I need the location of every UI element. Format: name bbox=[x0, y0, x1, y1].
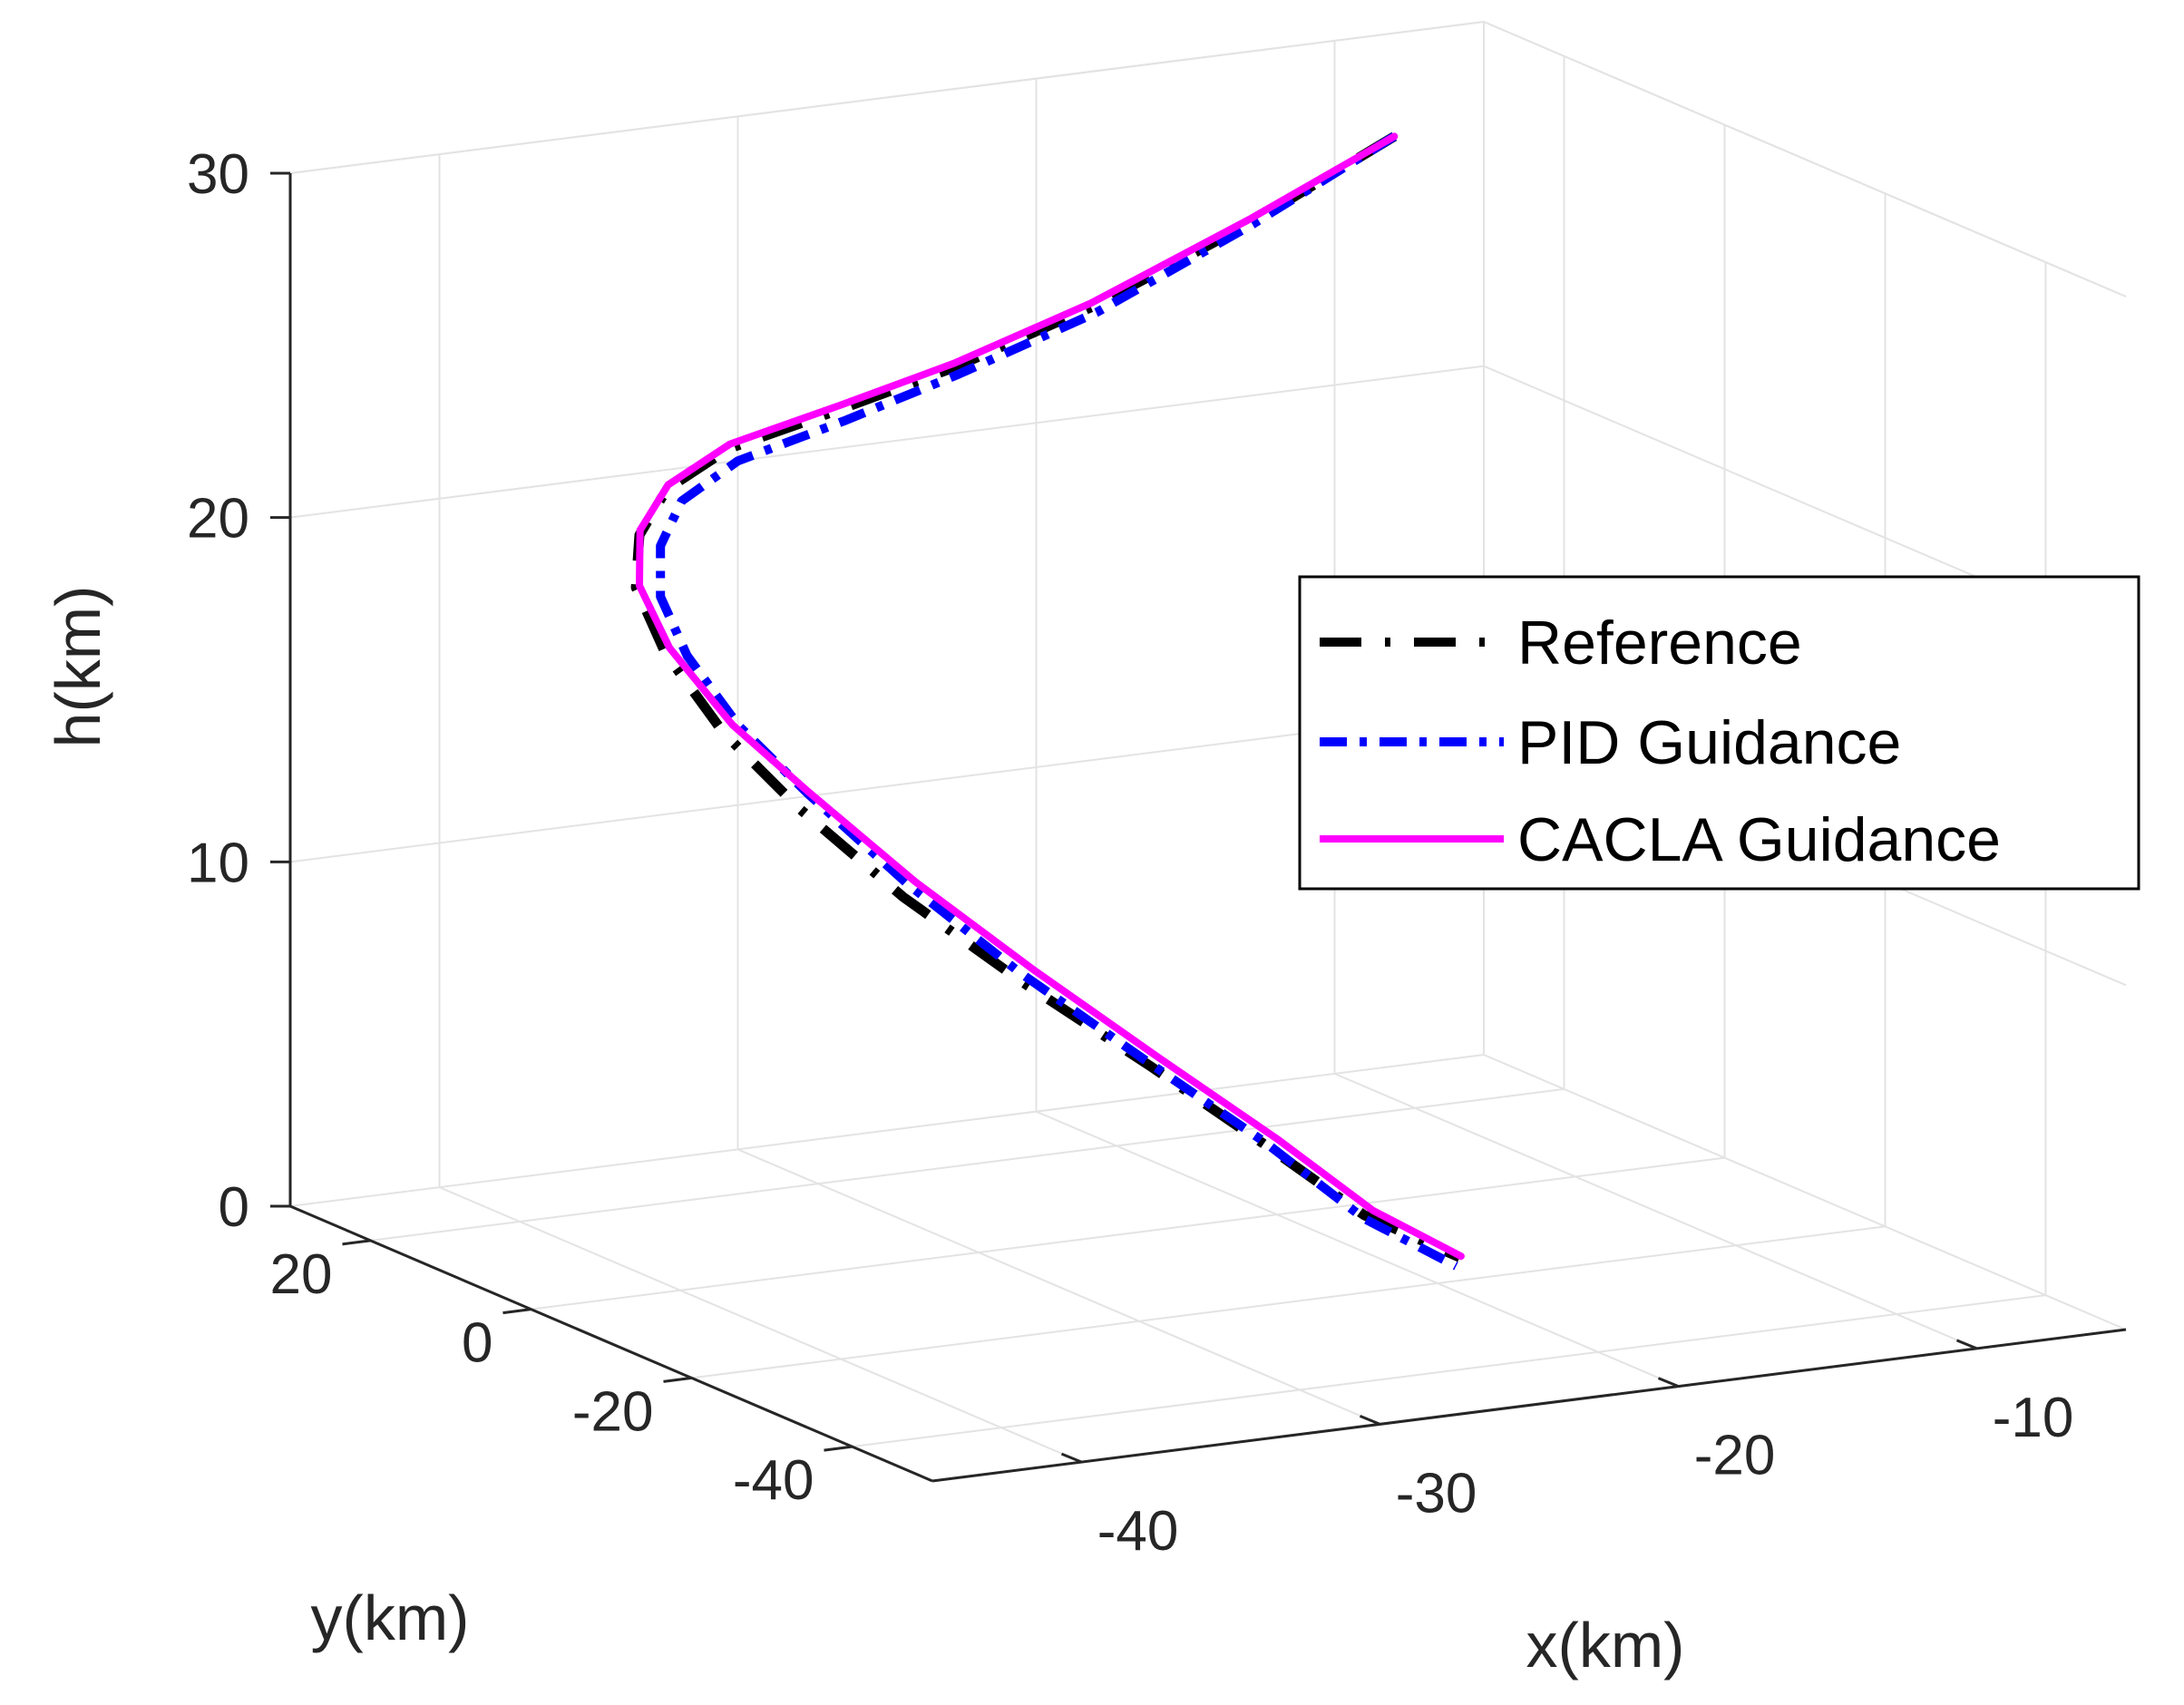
y-tick-mark bbox=[502, 1308, 531, 1315]
x-tick-mark bbox=[1955, 1339, 1978, 1350]
legend-label-pid-guidance: PID Guidance bbox=[1517, 708, 1901, 777]
x-tick-label: -30 bbox=[1396, 1462, 1477, 1525]
floor-grid-x bbox=[737, 1148, 1380, 1426]
x-tick-label: -20 bbox=[1694, 1425, 1776, 1487]
y-tick-mark bbox=[342, 1239, 371, 1246]
series-reference bbox=[630, 132, 1462, 1262]
x-tick-mark bbox=[1657, 1377, 1680, 1388]
legend: Reference PID Guidance CACLA Guidance bbox=[1298, 575, 2140, 891]
z-axis-label: h(km) bbox=[43, 586, 113, 748]
side-wall-grid-z bbox=[1483, 1054, 2127, 1330]
y-axis-label: y(km) bbox=[311, 1583, 470, 1653]
floor-grid-y bbox=[531, 1156, 1725, 1310]
floor-grid-x bbox=[1334, 1072, 1977, 1349]
floor-grid-x bbox=[439, 1186, 1082, 1464]
x-tick-label: -10 bbox=[1993, 1387, 2074, 1449]
z-tick-label: 20 bbox=[187, 488, 249, 550]
x-axis-label: x(km) bbox=[1526, 1610, 1685, 1681]
floor-grid-y bbox=[370, 1087, 1565, 1242]
y-tick-mark bbox=[824, 1445, 853, 1452]
z-tick-label: 10 bbox=[187, 832, 249, 894]
back-wall-grid-z bbox=[289, 365, 1485, 519]
series-cacla-guidance bbox=[636, 132, 1465, 1261]
x-tick-mark bbox=[1060, 1452, 1083, 1464]
back-wall-top-edge bbox=[289, 21, 1485, 174]
x-tick-mark bbox=[1359, 1414, 1381, 1426]
axis-layer bbox=[270, 171, 2127, 1483]
floor-grid-y bbox=[852, 1294, 2046, 1448]
y-tick-mark bbox=[663, 1376, 692, 1383]
legend-label-reference: Reference bbox=[1517, 609, 1802, 677]
z-tick-label: 0 bbox=[219, 1176, 249, 1239]
legend-label-cacla-guidance: CACLA Guidance bbox=[1517, 805, 2001, 874]
series-layer bbox=[630, 132, 1465, 1271]
y-tick-label: 0 bbox=[462, 1312, 492, 1375]
side-wall-top-edge bbox=[1483, 21, 2127, 297]
y-axis-line bbox=[289, 1204, 933, 1483]
tick-label-layer: -40 -30 -20 -10 -40 -20 0 20 0 10 20 30 bbox=[187, 143, 2073, 1563]
y-tick-label: 20 bbox=[270, 1243, 333, 1306]
x-tick-label: -40 bbox=[1097, 1500, 1179, 1563]
back-wall-grid-z bbox=[289, 1054, 1485, 1207]
z-tick-label: 30 bbox=[187, 143, 249, 206]
y-tick-label: -40 bbox=[733, 1449, 814, 1512]
x-axis-line bbox=[931, 1328, 2127, 1483]
floor-grid-y bbox=[691, 1225, 1886, 1379]
y-tick-label: -20 bbox=[572, 1380, 654, 1443]
floor-grid-x bbox=[1036, 1110, 1679, 1388]
back-wall-grid-z bbox=[289, 709, 1485, 863]
